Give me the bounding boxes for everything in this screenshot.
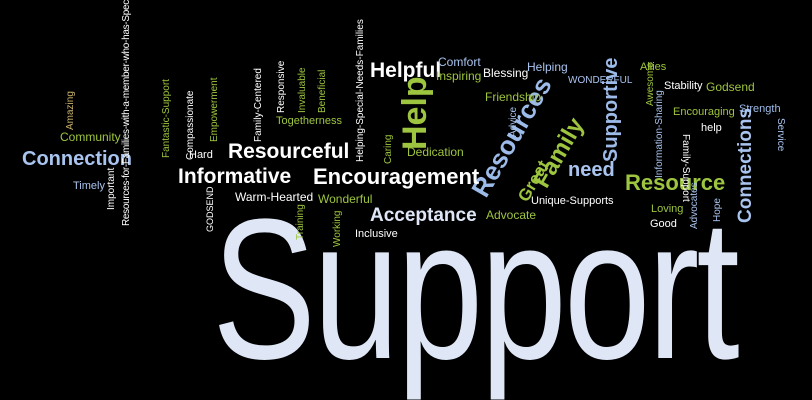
word-good: Good (650, 218, 677, 230)
word-encouragement: Encouragement (313, 164, 480, 189)
word-advocate: Advocate (486, 208, 537, 222)
word-connections: Connections (735, 107, 756, 223)
word-helpful: Helpful (370, 59, 442, 82)
word-godsend: Godsend (706, 80, 755, 94)
word-unique-supports: Unique-Supports (531, 195, 614, 207)
word-community: Community (60, 130, 121, 144)
word-inspiring: Inspiring (436, 69, 482, 83)
word-helping-special: Helping-Special-Needs-Families (355, 19, 366, 162)
word-training: Training (295, 204, 306, 240)
word-blessing: Blessing (483, 66, 529, 80)
word-help-small: help (701, 122, 722, 134)
word-service: Service (775, 118, 786, 152)
word-timely: Timely (73, 180, 105, 192)
word-invaluable: Invaluable (297, 67, 308, 113)
word-togetherness: Togetherness (276, 115, 343, 127)
word-inclusive: Inclusive (355, 228, 398, 240)
word-family-centered: Family-Centered (253, 68, 264, 142)
word-connection: Connection (22, 148, 132, 170)
word-loving: Loving (651, 203, 684, 215)
word-empowerment: Empowerment (209, 77, 220, 142)
word-encouraging: Encouraging (673, 106, 735, 118)
word-important: Important (106, 167, 117, 210)
word-acceptance: Acceptance (370, 205, 477, 226)
word-allies: Allies (640, 61, 667, 73)
word-caring: Caring (383, 134, 394, 164)
word-godsend-caps: GODSEND (205, 186, 215, 232)
word-stability: Stability (664, 80, 703, 92)
word-dedication: Dedication (407, 145, 464, 159)
word-resourceful: Resourceful (228, 140, 350, 163)
word-warm-hearted: Warm-Hearted (235, 190, 314, 204)
word-helping: Helping (527, 60, 568, 74)
word-need: need (568, 159, 615, 181)
word-strength: Strength (739, 103, 781, 115)
word-amazing: Amazing (65, 91, 76, 130)
word-information-sharing: Information-Sharing (654, 90, 665, 178)
word-advocates: Advocates (689, 182, 700, 229)
word-beneficial: Beneficial (317, 69, 328, 113)
word-help-big: Help (396, 76, 434, 150)
word-resource: Resource (625, 170, 726, 195)
word-informative: Informative (178, 165, 292, 188)
word-fantastic-support: Fantastic-Support (161, 79, 172, 158)
word-wonderful-caps: WONDERFUL (568, 75, 633, 86)
word-resources-for-families: Resources-for-Families-with-a-member-who… (121, 0, 132, 226)
word-hope: Hope (712, 198, 723, 222)
word-hard: Hard (189, 149, 213, 161)
word-responsive: Responsive (276, 60, 287, 113)
word-wonderful: Wonderful (318, 192, 373, 206)
word-support: Support (212, 178, 740, 400)
word-working: Working (332, 210, 343, 248)
word-advice: Advice (508, 106, 519, 137)
word-friendship: Friendship (485, 90, 542, 104)
word-comfort: Comfort (438, 55, 481, 69)
word-supportive: Supportive (600, 57, 622, 162)
